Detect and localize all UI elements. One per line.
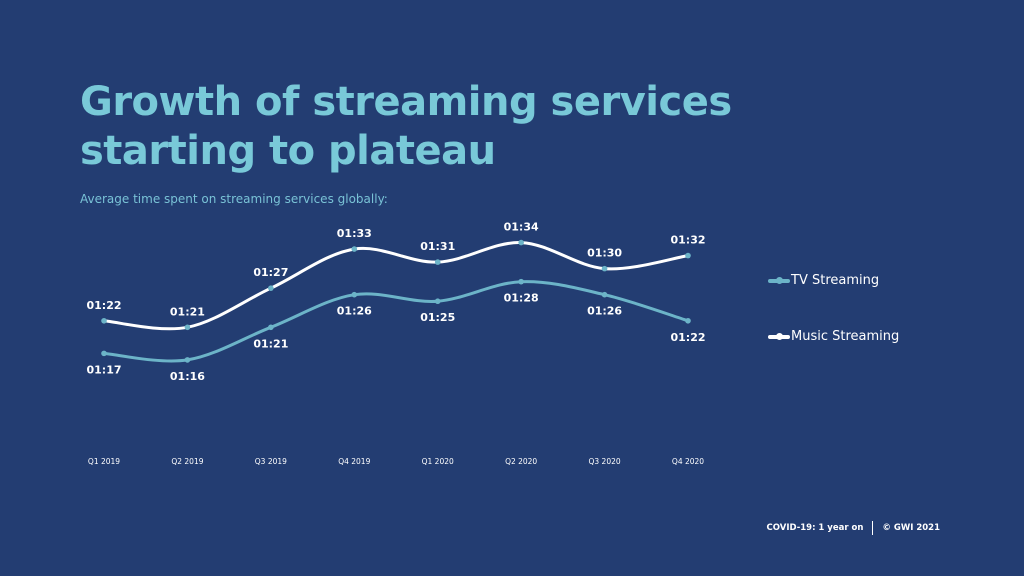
data-label-music-streaming-q2-2020: 01:34: [504, 221, 539, 234]
legend-item-music-streaming: Music Streaming: [768, 329, 899, 344]
data-label-tv-streaming-q3-2019: 01:21: [253, 337, 288, 350]
data-point-tv-streaming-q1-2020: [434, 298, 441, 305]
data-label-music-streaming-q4-2020: 01:32: [670, 234, 705, 247]
legend-swatch-tv-streaming: [768, 277, 790, 284]
data-label-tv-streaming-q2-2019: 01:16: [170, 370, 205, 383]
data-label-music-streaming-q1-2019: 01:22: [86, 299, 121, 312]
data-label-music-streaming-q3-2020: 01:30: [587, 247, 622, 260]
data-point-tv-streaming-q4-2019: [351, 291, 358, 298]
data-point-music-streaming-q2-2019: [184, 324, 191, 331]
data-label-music-streaming-q2-2019: 01:21: [170, 305, 205, 318]
x-tick-label-q4-2020: Q4 2020: [672, 457, 704, 466]
data-label-tv-streaming-q4-2019: 01:26: [337, 305, 372, 318]
data-label-tv-streaming-q4-2020: 01:22: [670, 331, 705, 344]
page-title: Growth of streaming services starting to…: [80, 78, 780, 176]
data-point-music-streaming-q1-2020: [434, 259, 441, 265]
x-tick-label-q4-2019: Q4 2019: [338, 457, 370, 466]
data-label-tv-streaming-q2-2020: 01:28: [504, 292, 539, 305]
series-line-music-streaming: [102, 241, 690, 331]
footer-copyright: © GWI 2021: [882, 523, 940, 533]
data-label-music-streaming-q4-2019: 01:33: [337, 227, 372, 240]
title-line-1: Growth of streaming services: [80, 79, 732, 125]
data-point-tv-streaming-q2-2019: [184, 357, 191, 363]
data-point-tv-streaming-q4-2020: [685, 317, 691, 324]
data-label-tv-streaming-q1-2019: 01:17: [86, 363, 121, 376]
data-point-music-streaming-q3-2020: [601, 265, 608, 272]
data-label-tv-streaming-q1-2020: 01:25: [420, 311, 455, 324]
x-tick-label-q1-2019: Q1 2019: [88, 457, 120, 466]
footer-report-title: COVID-19: 1 year on: [766, 523, 864, 533]
data-point-music-streaming-q1-2019: [101, 317, 107, 324]
footer-divider: [872, 521, 874, 535]
x-tick-label-q1-2020: Q1 2020: [422, 457, 454, 466]
series-line-tv-streaming: [102, 280, 690, 363]
x-tick-label-q2-2020: Q2 2020: [505, 457, 537, 466]
x-tick-label-q3-2019: Q3 2019: [255, 457, 287, 466]
data-label-tv-streaming-q3-2020: 01:26: [587, 305, 622, 318]
data-label-music-streaming-q3-2019: 01:27: [253, 266, 288, 279]
data-label-music-streaming-q1-2020: 01:31: [420, 240, 455, 253]
legend-label-tv-streaming: TV Streaming: [791, 273, 880, 288]
footer: COVID-19: 1 year on © GWI 2021: [767, 521, 940, 535]
x-tick-label-q2-2019: Q2 2019: [171, 457, 203, 466]
legend-label-music-streaming: Music Streaming: [791, 329, 900, 344]
data-point-tv-streaming-q1-2019: [101, 350, 107, 357]
data-point-music-streaming-q3-2019: [268, 285, 274, 291]
title-line-2: starting to plateau: [80, 128, 496, 174]
data-point-music-streaming-q4-2020: [685, 252, 691, 259]
data-point-music-streaming-q2-2020: [518, 239, 524, 246]
data-point-tv-streaming-q3-2020: [601, 291, 608, 298]
data-point-tv-streaming-q3-2019: [268, 324, 274, 331]
legend-item-tv-streaming: TV Streaming: [768, 273, 879, 288]
chart-subtitle: Average time spent on streaming services…: [80, 192, 388, 206]
legend-swatch-music-streaming: [768, 333, 790, 340]
data-point-tv-streaming-q2-2020: [518, 278, 524, 285]
data-point-music-streaming-q4-2019: [351, 246, 358, 252]
x-tick-label-q3-2020: Q3 2020: [588, 457, 620, 466]
